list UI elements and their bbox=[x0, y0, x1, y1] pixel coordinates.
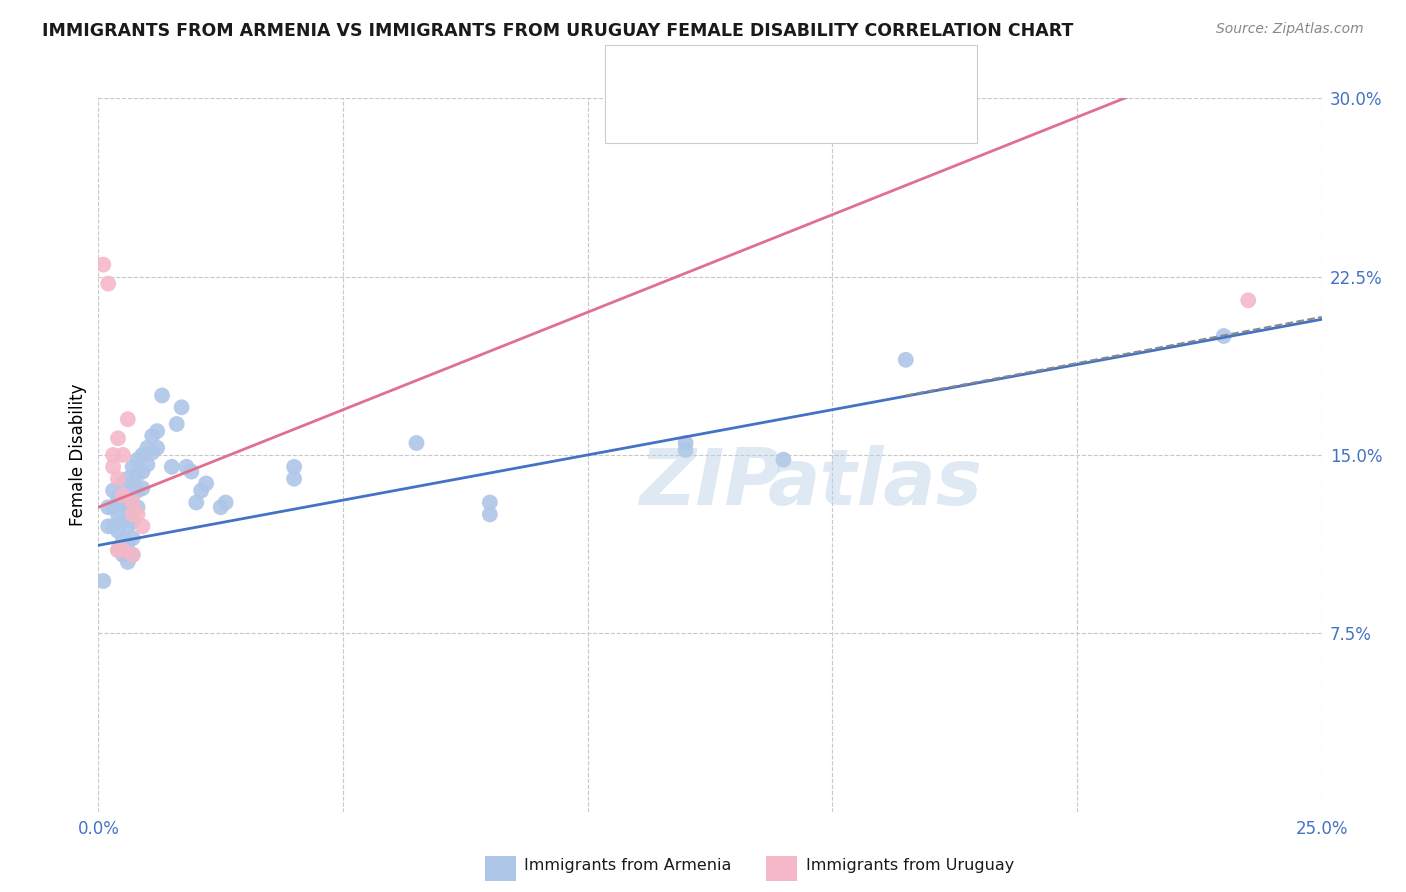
Text: atlas: atlas bbox=[768, 445, 983, 522]
Point bbox=[1212, 329, 1234, 343]
Point bbox=[111, 543, 134, 558]
Text: 17: 17 bbox=[856, 97, 879, 115]
Point bbox=[186, 495, 208, 509]
Point bbox=[478, 508, 501, 522]
Text: Source: ZipAtlas.com: Source: ZipAtlas.com bbox=[1216, 22, 1364, 37]
Text: N =: N = bbox=[815, 97, 855, 115]
Point bbox=[150, 388, 173, 402]
Point bbox=[111, 548, 134, 562]
Point bbox=[117, 488, 139, 502]
Point bbox=[131, 519, 153, 533]
Point bbox=[166, 417, 188, 431]
Point bbox=[91, 258, 114, 272]
Point bbox=[97, 519, 120, 533]
Point bbox=[107, 543, 129, 558]
Text: ZIP: ZIP bbox=[638, 445, 782, 522]
Point bbox=[283, 459, 305, 474]
Point bbox=[121, 459, 143, 474]
Point bbox=[283, 472, 305, 486]
Point bbox=[111, 448, 134, 462]
Text: Immigrants from Uruguay: Immigrants from Uruguay bbox=[806, 858, 1014, 872]
Point bbox=[127, 500, 149, 515]
Point bbox=[127, 452, 149, 467]
Point bbox=[107, 491, 129, 505]
Point bbox=[1237, 293, 1260, 308]
Text: 61: 61 bbox=[856, 60, 879, 78]
Point bbox=[107, 524, 129, 538]
Point bbox=[117, 472, 139, 486]
Point bbox=[111, 488, 134, 502]
Point bbox=[97, 277, 120, 291]
Point bbox=[121, 476, 143, 491]
Point bbox=[121, 548, 143, 562]
Point bbox=[190, 483, 212, 498]
Point bbox=[121, 495, 143, 509]
Point bbox=[101, 459, 124, 474]
Point bbox=[117, 412, 139, 426]
Point bbox=[675, 436, 697, 450]
Text: N =: N = bbox=[815, 60, 855, 78]
Text: 0.369: 0.369 bbox=[727, 97, 779, 115]
Point bbox=[121, 531, 143, 545]
Point bbox=[101, 500, 124, 515]
Text: R =: R = bbox=[685, 97, 724, 115]
Point bbox=[111, 515, 134, 529]
Point bbox=[170, 401, 193, 415]
Y-axis label: Female Disability: Female Disability bbox=[69, 384, 87, 526]
Point bbox=[180, 465, 202, 479]
Point bbox=[107, 472, 129, 486]
Point bbox=[141, 445, 163, 459]
Point bbox=[136, 441, 159, 455]
Point bbox=[772, 452, 794, 467]
Point bbox=[117, 536, 139, 550]
Point bbox=[107, 431, 129, 445]
Point bbox=[127, 483, 149, 498]
Point bbox=[405, 436, 427, 450]
Point bbox=[195, 476, 218, 491]
Text: R =: R = bbox=[685, 60, 724, 78]
Point bbox=[91, 574, 114, 588]
Point bbox=[117, 555, 139, 569]
Point bbox=[121, 515, 143, 529]
Point bbox=[146, 424, 169, 438]
Point bbox=[117, 502, 139, 516]
Point bbox=[107, 508, 129, 522]
Text: IMMIGRANTS FROM ARMENIA VS IMMIGRANTS FROM URUGUAY FEMALE DISABILITY CORRELATION: IMMIGRANTS FROM ARMENIA VS IMMIGRANTS FR… bbox=[42, 22, 1074, 40]
Point bbox=[141, 429, 163, 443]
Point bbox=[478, 495, 501, 509]
Point bbox=[146, 441, 169, 455]
Point bbox=[101, 483, 124, 498]
Point bbox=[131, 465, 153, 479]
Point bbox=[131, 481, 153, 495]
Point bbox=[121, 508, 143, 522]
Point bbox=[97, 500, 120, 515]
Point bbox=[111, 476, 134, 491]
Point bbox=[101, 519, 124, 533]
Point bbox=[131, 448, 153, 462]
Point bbox=[214, 495, 236, 509]
Point bbox=[107, 543, 129, 558]
Point bbox=[160, 459, 183, 474]
Text: 0.579: 0.579 bbox=[727, 60, 779, 78]
Point bbox=[121, 548, 143, 562]
Point bbox=[117, 519, 139, 533]
Point bbox=[127, 508, 149, 522]
Point bbox=[176, 459, 198, 474]
Text: Immigrants from Armenia: Immigrants from Armenia bbox=[524, 858, 731, 872]
Point bbox=[121, 495, 143, 509]
Point bbox=[111, 495, 134, 509]
Point bbox=[101, 448, 124, 462]
Point bbox=[675, 443, 697, 458]
Point bbox=[127, 467, 149, 481]
Point bbox=[111, 533, 134, 548]
Point bbox=[209, 500, 232, 515]
Point bbox=[894, 352, 917, 367]
Point bbox=[136, 458, 159, 472]
